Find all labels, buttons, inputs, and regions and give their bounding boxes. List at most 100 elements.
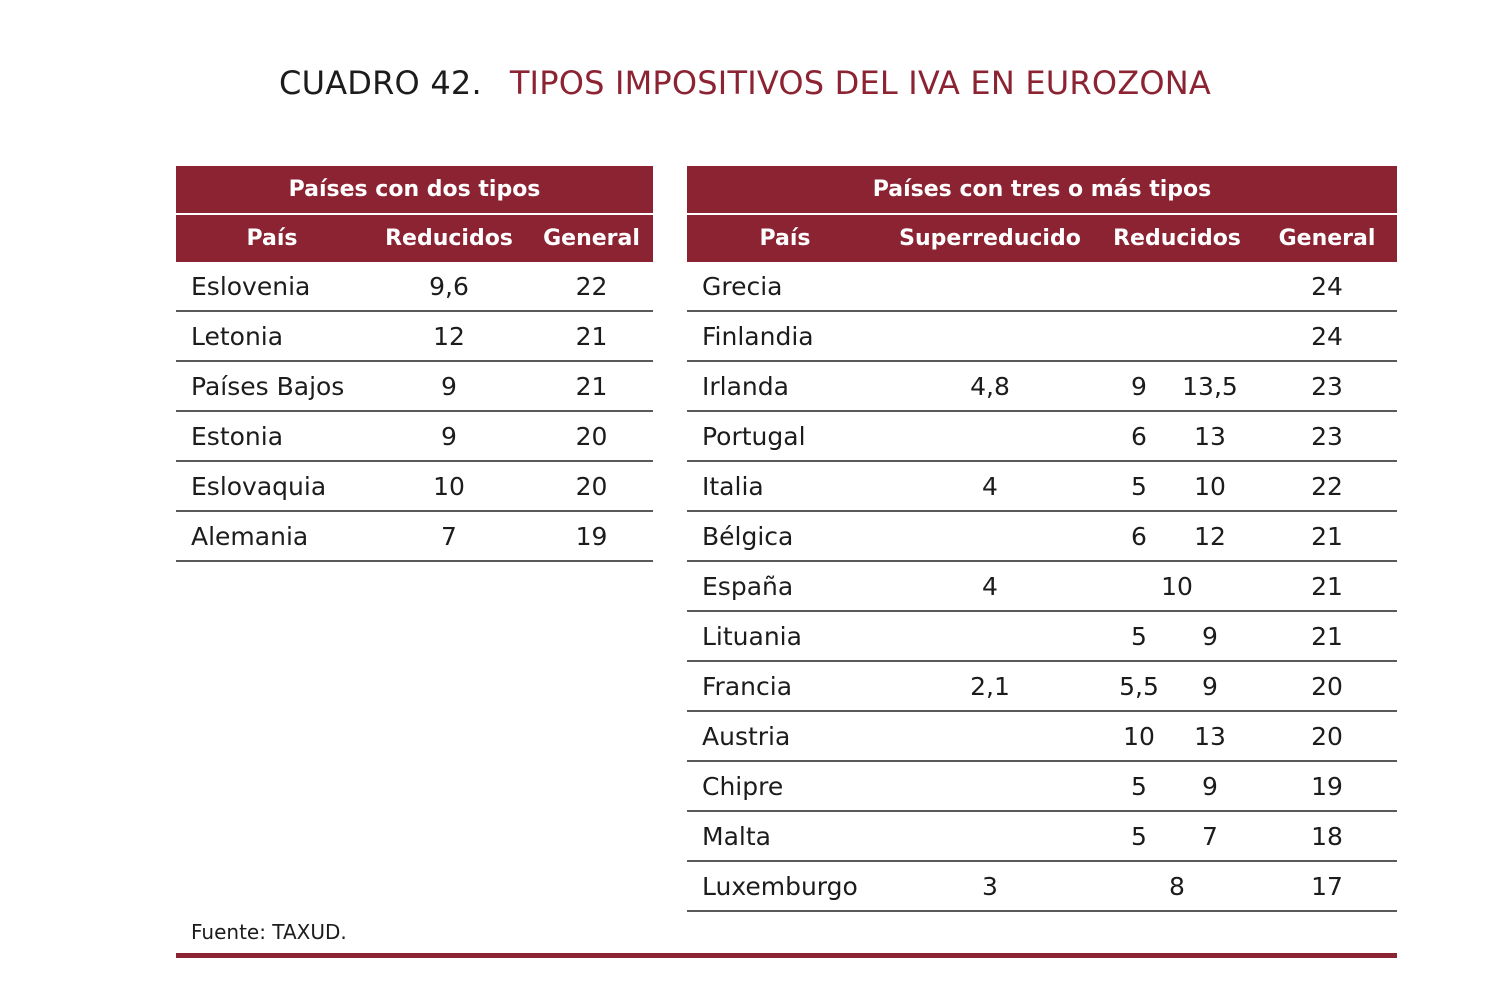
- reducidos-cell: 9,6: [368, 262, 530, 312]
- left-col-reducidos: Reducidos: [368, 214, 530, 262]
- country-cell: Irlanda: [687, 361, 883, 412]
- country-cell: Grecia: [687, 262, 883, 312]
- reducidos-cell: 5 10: [1097, 461, 1257, 512]
- superreducido-cell: [883, 411, 1097, 462]
- reducidos-cell: 12: [368, 311, 530, 362]
- reducidos-cell: 8: [1097, 861, 1257, 912]
- left-col-general: General: [530, 214, 654, 262]
- table-row: Austria 10 13 20: [687, 711, 1398, 762]
- general-cell: 22: [530, 262, 654, 312]
- table-caption: CUADRO 42. TIPOS IMPOSITIVOS DEL IVA EN E…: [0, 64, 1490, 102]
- bottom-rule: [176, 953, 1397, 958]
- reducidos-cell: 7: [368, 511, 530, 562]
- table-row: Italia 4 5 10 22: [687, 461, 1398, 512]
- table-row: Bélgica 6 12 21: [687, 511, 1398, 562]
- country-cell: Chipre: [687, 761, 883, 812]
- superreducido-cell: [883, 761, 1097, 812]
- table-row: Lituania 5 9 21: [687, 611, 1398, 662]
- three-plus-rate-countries-table: Países con tres o más tipos País Superre…: [687, 166, 1398, 912]
- table-row: Letonia 12 21: [176, 311, 654, 362]
- general-cell: 21: [530, 311, 654, 362]
- general-cell: 20: [530, 461, 654, 512]
- general-cell: 21: [1257, 561, 1398, 612]
- right-col-superreducido: Superreducido: [883, 214, 1097, 262]
- reduced-rate-value: 5: [1131, 471, 1147, 501]
- country-cell: Luxemburgo: [687, 861, 883, 912]
- country-cell: Estonia: [176, 411, 368, 462]
- general-cell: 21: [530, 361, 654, 412]
- reducidos-cell: 9: [368, 411, 530, 462]
- general-cell: 19: [530, 511, 654, 562]
- reduced-rate-value: 8: [1169, 871, 1185, 901]
- reduced-rate-value: 10: [1161, 571, 1193, 601]
- table-row: Estonia 9 20: [176, 411, 654, 462]
- general-cell: 24: [1257, 311, 1398, 362]
- reducidos-cell: [1097, 262, 1257, 312]
- reduced-rate-value: 5,5: [1119, 671, 1159, 701]
- superreducido-cell: 2,1: [883, 661, 1097, 712]
- right-group-header: Países con tres o más tipos: [687, 166, 1398, 215]
- table-row: Alemania 7 19: [176, 511, 654, 562]
- right-col-general: General: [1257, 214, 1398, 262]
- country-cell: Bélgica: [687, 511, 883, 562]
- reduced-rate-value: 9: [1202, 621, 1218, 651]
- reduced-rate-value: 6: [1131, 421, 1147, 451]
- reducidos-cell: 6 12: [1097, 511, 1257, 562]
- reduced-rate-value: 9: [1202, 671, 1218, 701]
- reducidos-cell: 10: [1097, 561, 1257, 612]
- reduced-rate-value: 12: [1194, 521, 1226, 551]
- caption-label: CUADRO 42.: [279, 64, 482, 102]
- country-cell: Eslovenia: [176, 262, 368, 312]
- source-note: Fuente: TAXUD.: [191, 920, 347, 944]
- country-cell: Lituania: [687, 611, 883, 662]
- general-cell: 18: [1257, 811, 1398, 862]
- superreducido-cell: [883, 311, 1097, 362]
- general-cell: 23: [1257, 361, 1398, 412]
- left-col-pais: País: [176, 214, 368, 262]
- table-row: Eslovaquia 10 20: [176, 461, 654, 512]
- country-cell: Portugal: [687, 411, 883, 462]
- caption-title: TIPOS IMPOSITIVOS DEL IVA EN EUROZONA: [509, 64, 1211, 102]
- left-table-body: Eslovenia 9,6 22 Letonia 12 21 Países Bajos 9 21…: [176, 262, 654, 562]
- country-cell: Francia: [687, 661, 883, 712]
- right-table-body: Grecia 24 Finlandia 24 Irlanda 4,8 9 13,5 23 Port…: [687, 262, 1398, 912]
- reduced-rate-value: 13,5: [1182, 371, 1238, 401]
- reduced-rate-value: 5: [1131, 621, 1147, 651]
- reduced-rate-value: 9: [1202, 771, 1218, 801]
- reduced-rate-value: 9: [1131, 371, 1147, 401]
- general-cell: 23: [1257, 411, 1398, 462]
- country-cell: Finlandia: [687, 311, 883, 362]
- table-row: Chipre 5 9 19: [687, 761, 1398, 812]
- country-cell: Letonia: [176, 311, 368, 362]
- country-cell: Malta: [687, 811, 883, 862]
- reducidos-cell: 10 13: [1097, 711, 1257, 762]
- reduced-rate-value: 10: [1194, 471, 1226, 501]
- country-cell: Italia: [687, 461, 883, 512]
- superreducido-cell: 4,8: [883, 361, 1097, 412]
- reducidos-cell: 9 13,5: [1097, 361, 1257, 412]
- general-cell: 22: [1257, 461, 1398, 512]
- general-cell: 21: [1257, 611, 1398, 662]
- right-col-reducidos: Reducidos: [1097, 214, 1257, 262]
- country-cell: España: [687, 561, 883, 612]
- country-cell: Eslovaquia: [176, 461, 368, 512]
- reduced-rate-value: 10: [1123, 721, 1155, 751]
- general-cell: 20: [1257, 661, 1398, 712]
- general-cell: 24: [1257, 262, 1398, 312]
- reducidos-cell: 10: [368, 461, 530, 512]
- country-cell: Países Bajos: [176, 361, 368, 412]
- superreducido-cell: 4: [883, 461, 1097, 512]
- general-cell: 17: [1257, 861, 1398, 912]
- table-row: Francia 2,1 5,5 9 20: [687, 661, 1398, 712]
- general-cell: 20: [530, 411, 654, 462]
- table-row: Portugal 6 13 23: [687, 411, 1398, 462]
- reducidos-cell: [1097, 311, 1257, 362]
- table-row: Finlandia 24: [687, 311, 1398, 362]
- reducidos-cell: 6 13: [1097, 411, 1257, 462]
- reduced-rate-value: 5: [1131, 771, 1147, 801]
- table-row: España 4 10 21: [687, 561, 1398, 612]
- reduced-rate-value: 13: [1194, 721, 1226, 751]
